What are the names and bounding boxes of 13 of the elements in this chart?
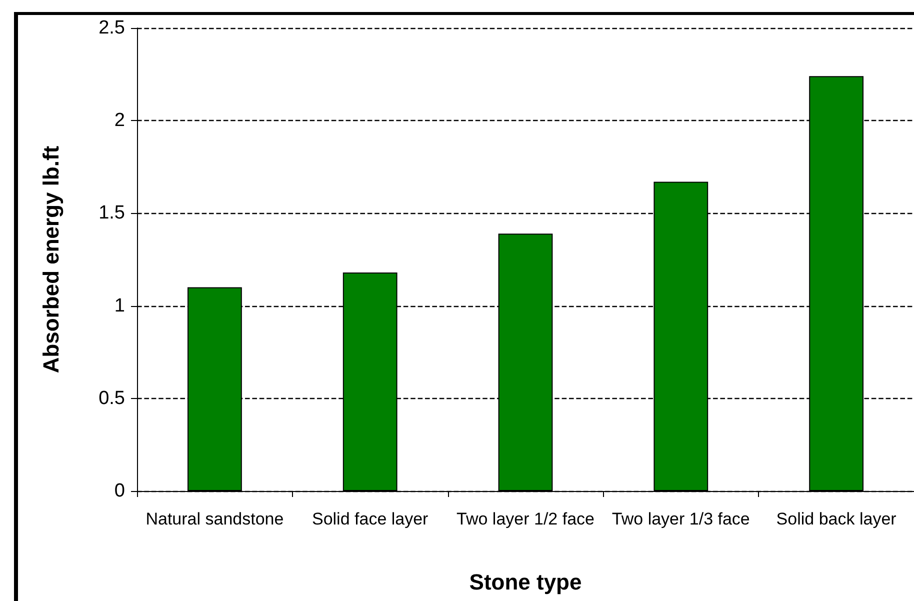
y-axis-title: Absorbed energy lb.ft	[38, 145, 64, 374]
x-tick-label: Natural sandstone	[146, 510, 284, 528]
y-tick-label: 0	[114, 480, 125, 502]
y-tick-label: 0.5	[98, 388, 125, 409]
x-axis-title: Stone type	[469, 570, 582, 594]
x-tick-label: Solid back layer	[776, 510, 897, 528]
x-tick-label: Two layer 1/2 face	[456, 510, 594, 528]
y-tick-label: 1.5	[98, 202, 125, 224]
x-tick-label: Two layer 1/3 face	[612, 510, 750, 528]
y-tick-label: 2	[114, 110, 125, 132]
x-tick-label: Solid face layer	[312, 510, 429, 528]
y-tick-label: 1	[114, 295, 125, 316]
y-tick-label: 2.5	[98, 18, 125, 38]
